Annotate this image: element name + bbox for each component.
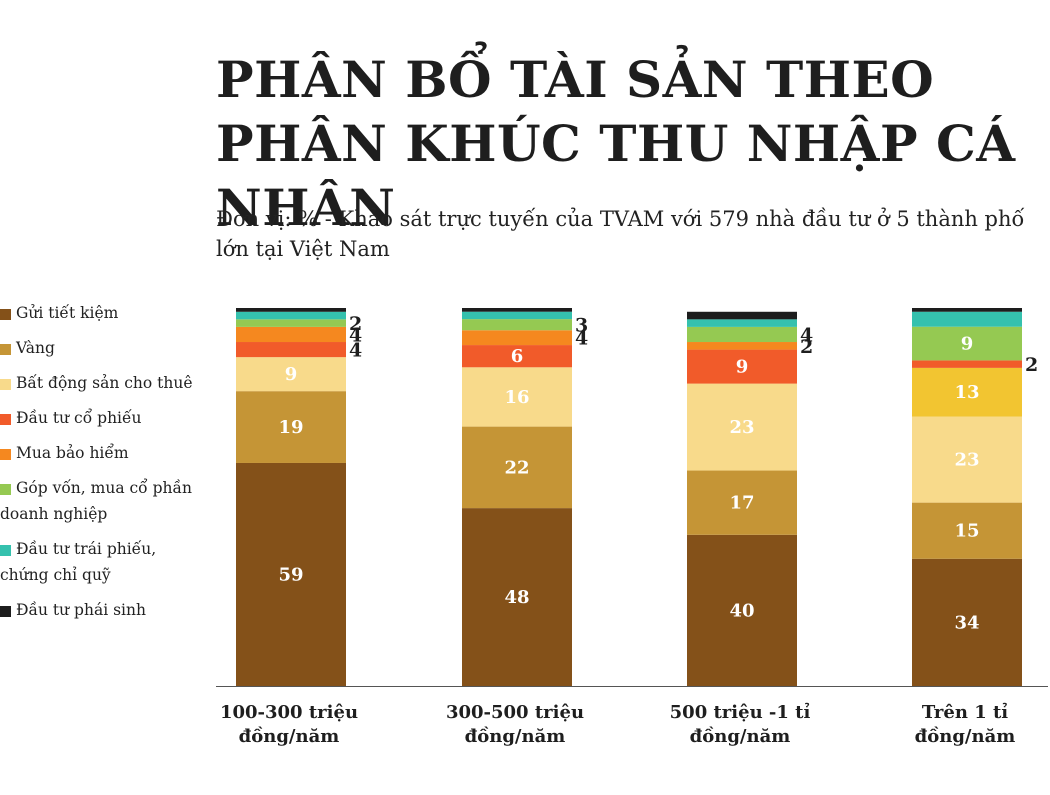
bar-segment: [687, 319, 797, 327]
bar-segment: [687, 534, 797, 686]
x-tick-label: 100-300 triệu: [220, 702, 358, 723]
data-label: 23: [954, 450, 979, 471]
legend-swatch: [0, 414, 11, 425]
bar-segment: [462, 345, 572, 368]
bar-segment: [687, 311, 797, 320]
data-label: 16: [504, 387, 529, 408]
data-label: 19: [278, 417, 303, 438]
data-label: 22: [504, 457, 529, 478]
data-label: 3: [575, 315, 588, 337]
legend: Gửi tiết kiệm Vàng Bất động sản cho thuê…: [0, 300, 205, 632]
legend-label: Đầu tư trái phiếu, chứng chỉ quỹ: [0, 540, 157, 584]
bar-segment: [912, 416, 1022, 503]
legend-swatch: [0, 309, 11, 320]
x-tick-label: Trên 1 tỉ: [922, 701, 1008, 723]
chart-title: PHÂN BỔ TÀI SẢN THEO PHÂN KHÚC THU NHẬP …: [216, 50, 1016, 237]
legend-label: Đầu tư phái sinh: [16, 601, 146, 619]
x-tick-label: đồng/năm: [465, 725, 566, 747]
bar-segment: [912, 308, 1022, 312]
data-label: 15: [954, 521, 979, 542]
data-label: 2: [1025, 354, 1038, 376]
bar-stack: 40 17 23 9 24: [687, 311, 813, 686]
bar-segment: [687, 383, 797, 471]
bar-segment: [687, 326, 797, 343]
data-label: 34: [954, 612, 979, 633]
bar-segment: [462, 508, 572, 686]
legend-label: Vàng: [16, 339, 55, 357]
bar-segment: [236, 319, 346, 327]
data-label: 23: [729, 417, 754, 438]
bar-segment: [236, 311, 346, 320]
data-label: 4: [575, 328, 588, 350]
legend-swatch: [0, 344, 11, 355]
legend-item-vang: Vàng: [0, 335, 205, 361]
data-label: 4: [800, 324, 813, 346]
bar-segment: [236, 391, 346, 463]
legend-label: Gửi tiết kiệm: [16, 304, 119, 322]
data-label: 2: [800, 336, 813, 358]
bar-segment: [236, 357, 346, 392]
legend-item-trai-phieu: Đầu tư trái phiếu, chứng chỉ quỹ: [0, 536, 205, 588]
data-label: 6: [511, 346, 524, 367]
bar-segment: [912, 558, 1022, 686]
legend-item-co-phieu: Đầu tư cổ phiếu: [0, 405, 205, 431]
legend-item-gui-tiet-kiem: Gửi tiết kiệm: [0, 300, 205, 326]
data-label: 2: [349, 313, 362, 335]
data-label: 13: [954, 382, 979, 403]
bar-segment: [912, 326, 1022, 361]
bar-segment: [236, 326, 346, 343]
data-label: 9: [736, 357, 749, 378]
legend-item-bat-dong-san: Bất động sản cho thuê: [0, 370, 205, 396]
x-tick-label: đồng/năm: [915, 725, 1016, 747]
legend-label: Đầu tư cổ phiếu: [16, 409, 142, 427]
legend-label: Góp vốn, mua cổ phần doanh nghiệp: [0, 479, 192, 523]
legend-item-phai-sinh: Đầu tư phái sinh: [0, 597, 205, 623]
bar-segment: [236, 342, 346, 358]
bar-segment: [462, 367, 572, 427]
legend-swatch: [0, 379, 11, 390]
data-label: 4: [349, 340, 362, 362]
x-tick-label: đồng/năm: [239, 725, 340, 747]
x-tick-label: 500 triệu -1 tỉ: [670, 701, 811, 723]
legend-swatch: [0, 484, 11, 495]
legend-swatch: [0, 449, 11, 460]
legend-swatch: [0, 545, 11, 556]
data-label: 59: [278, 564, 303, 585]
data-label: 40: [729, 600, 754, 621]
bar-segment: [462, 330, 572, 346]
legend-item-gop-von: Góp vốn, mua cổ phần doanh nghiệp: [0, 475, 205, 527]
bar-segment: [687, 470, 797, 535]
bar-segment: [462, 426, 572, 509]
legend-swatch: [0, 606, 11, 617]
data-label: 17: [729, 493, 754, 514]
bar-segment: [912, 360, 1022, 368]
bar-stack: 48 22 16 6 43: [462, 308, 588, 686]
bar-segment: [687, 342, 797, 350]
bar-segment: [236, 462, 346, 686]
bar-segment: [912, 367, 1022, 417]
bar-stack: 34 15 23 13 2 9: [912, 308, 1038, 686]
chart-subtitle: Đơn vị: % - Khảo sát trực tuyến của TVAM…: [216, 207, 1025, 261]
bar-segment: [687, 349, 797, 384]
x-tick-label: đồng/năm: [690, 725, 791, 747]
data-label: 4: [349, 324, 362, 346]
bar-segment: [912, 311, 1022, 327]
legend-label: Bất động sản cho thuê: [16, 374, 193, 392]
bar-segment: [462, 311, 572, 320]
data-label: 48: [504, 587, 529, 608]
data-label: 9: [961, 334, 974, 355]
bar-segment: [912, 502, 1022, 559]
legend-item-bao-hiem: Mua bảo hiểm: [0, 440, 205, 466]
bar-segment: [462, 319, 572, 331]
legend-label: Mua bảo hiểm: [16, 444, 129, 462]
bar-segment: [462, 308, 572, 312]
bar-segment: [236, 308, 346, 312]
x-tick-label: 300-500 triệu: [446, 702, 584, 723]
data-label: 9: [285, 364, 298, 385]
